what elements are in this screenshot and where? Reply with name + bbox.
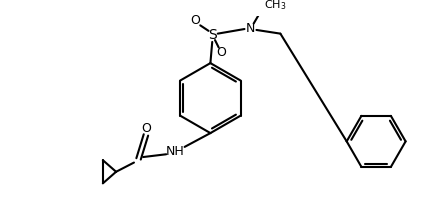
Text: N: N bbox=[246, 22, 255, 35]
Text: NH: NH bbox=[166, 145, 185, 158]
Text: O: O bbox=[217, 45, 226, 59]
Text: S: S bbox=[208, 29, 217, 42]
Text: O: O bbox=[141, 122, 151, 135]
Text: O: O bbox=[191, 14, 201, 27]
Text: CH$_3$: CH$_3$ bbox=[264, 0, 286, 12]
